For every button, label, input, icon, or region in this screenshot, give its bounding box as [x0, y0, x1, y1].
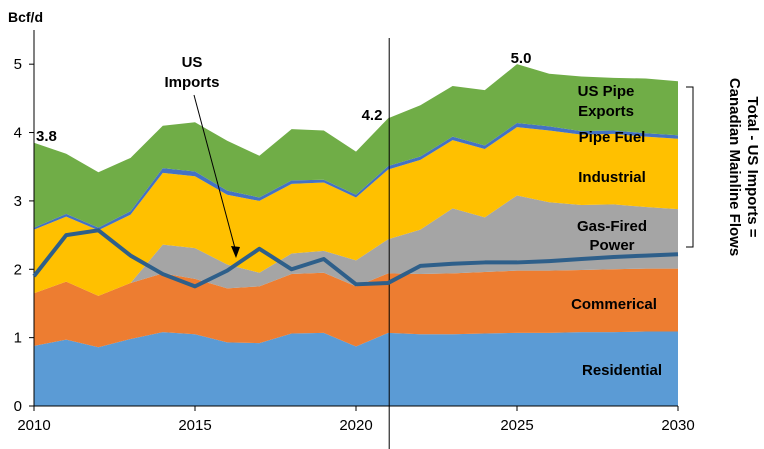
label-pipe-fuel: Pipe Fuel — [579, 129, 646, 146]
label-residential: Residential — [582, 362, 662, 379]
area-gas-fired-power — [34, 195, 678, 296]
area-residential — [34, 331, 678, 406]
y-tick-label: 1 — [14, 330, 22, 347]
mainline-flows-label: Total - US Imports =Canadian Mainline Fl… — [726, 78, 761, 256]
y-axis-title: Bcf/d — [8, 9, 43, 25]
value-label-2010: 3.8 — [36, 128, 57, 145]
label-commerical: Commerical — [571, 296, 657, 313]
area-pipe-fuel — [34, 122, 678, 231]
y-tick-label: 2 — [14, 261, 22, 278]
value-label-2021: 4.2 — [362, 107, 383, 124]
x-tick-label: 2015 — [178, 417, 211, 434]
x-tick-label: 2030 — [661, 417, 694, 434]
label-gas-fired-power: Gas-Fired — [577, 218, 647, 235]
bracket — [686, 86, 694, 248]
us-imports-label: Imports — [164, 74, 219, 91]
mainline-flows-line2: Canadian Mainline Flows — [726, 78, 743, 256]
axes: 0 1 2 3 4 5 2010 2015 2020 2025 2030 Bcf/d — [8, 9, 695, 449]
label-industrial: Industrial — [578, 169, 646, 186]
label-us-pipe-exports: US Pipe — [578, 83, 635, 100]
y-tick-label: 5 — [14, 56, 22, 73]
us-imports-series — [32, 228, 679, 289]
y-tick-label: 3 — [14, 193, 22, 210]
arrow-line — [193, 94, 237, 253]
annotations: 3.8 4.2 5.0 US Imports Residential Commerical G… — [36, 50, 761, 379]
y-tick-label: 0 — [14, 398, 22, 415]
us-imports-line — [32, 228, 679, 289]
y-tick-label: 4 — [14, 125, 22, 142]
x-tick-label: 2020 — [339, 417, 372, 434]
label-us-pipe-exports: Exports — [578, 103, 634, 120]
us-imports-label: US — [182, 54, 203, 71]
x-tick-label: 2025 — [500, 417, 533, 434]
area-us-pipe-exports — [34, 64, 678, 228]
x-tick-label: 2010 — [17, 417, 50, 434]
value-label-2025: 5.0 — [511, 50, 532, 67]
arrow-head — [231, 246, 240, 258]
mainline-flows-line1: Total - US Imports = — [744, 97, 761, 238]
label-gas-fired-power: Power — [589, 237, 634, 254]
area-industrial — [34, 127, 678, 296]
